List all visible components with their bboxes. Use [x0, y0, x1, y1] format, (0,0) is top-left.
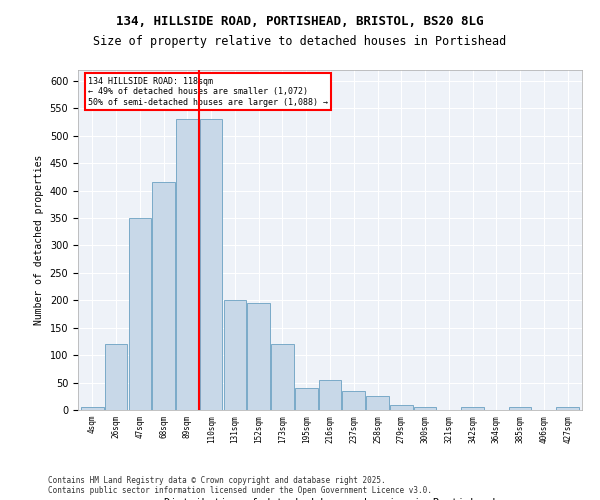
Bar — [105, 344, 127, 410]
Bar — [390, 404, 413, 410]
Text: Contains HM Land Registry data © Crown copyright and database right 2025.
Contai: Contains HM Land Registry data © Crown c… — [48, 476, 432, 495]
Y-axis label: Number of detached properties: Number of detached properties — [34, 155, 44, 325]
Text: 134 HILLSIDE ROAD: 118sqm
← 49% of detached houses are smaller (1,072)
50% of se: 134 HILLSIDE ROAD: 118sqm ← 49% of detac… — [88, 77, 328, 106]
X-axis label: Distribution of detached houses by size in Portishead: Distribution of detached houses by size … — [164, 498, 496, 500]
Bar — [461, 408, 484, 410]
Bar — [128, 218, 151, 410]
Bar — [509, 408, 532, 410]
Bar — [247, 303, 270, 410]
Bar — [366, 396, 389, 410]
Text: 134, HILLSIDE ROAD, PORTISHEAD, BRISTOL, BS20 8LG: 134, HILLSIDE ROAD, PORTISHEAD, BRISTOL,… — [116, 15, 484, 28]
Bar — [556, 408, 579, 410]
Bar — [414, 408, 436, 410]
Bar — [152, 182, 175, 410]
Bar — [271, 344, 294, 410]
Bar — [200, 120, 223, 410]
Bar — [224, 300, 246, 410]
Bar — [176, 120, 199, 410]
Bar — [319, 380, 341, 410]
Bar — [295, 388, 317, 410]
Text: Size of property relative to detached houses in Portishead: Size of property relative to detached ho… — [94, 35, 506, 48]
Bar — [81, 408, 104, 410]
Bar — [343, 391, 365, 410]
